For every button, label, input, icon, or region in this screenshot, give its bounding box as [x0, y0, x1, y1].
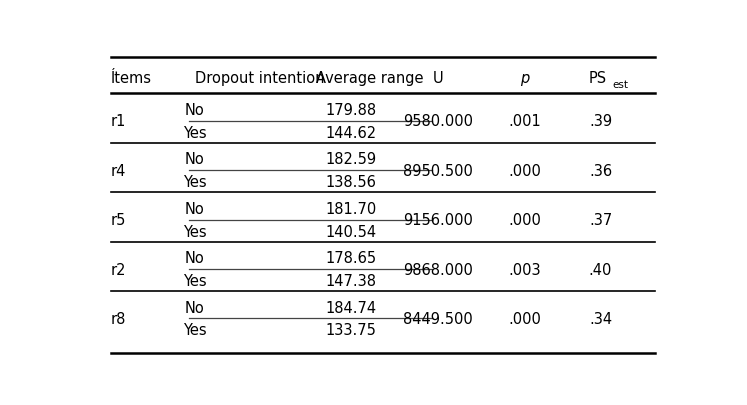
Text: 9156.000: 9156.000 — [403, 213, 473, 228]
Text: .000: .000 — [508, 213, 541, 228]
Text: r8: r8 — [111, 311, 126, 326]
Text: Yes: Yes — [183, 175, 206, 190]
Text: PS: PS — [589, 71, 607, 86]
Text: 182.59: 182.59 — [326, 152, 376, 167]
Text: 138.56: 138.56 — [326, 175, 376, 190]
Text: 133.75: 133.75 — [326, 322, 376, 337]
Text: .36: .36 — [589, 163, 612, 178]
Text: Yes: Yes — [183, 126, 206, 141]
Text: No: No — [185, 103, 205, 118]
Text: 9580.000: 9580.000 — [403, 114, 473, 129]
Text: .003: .003 — [509, 262, 541, 277]
Text: Ítems: Ítems — [111, 71, 152, 86]
Text: U: U — [433, 71, 443, 86]
Text: Yes: Yes — [183, 224, 206, 239]
Text: r5: r5 — [111, 213, 126, 228]
Text: .34: .34 — [589, 311, 612, 326]
Text: 9868.000: 9868.000 — [403, 262, 473, 277]
Text: est: est — [613, 80, 629, 90]
Text: .37: .37 — [589, 213, 612, 228]
Text: r1: r1 — [111, 114, 126, 129]
Text: No: No — [185, 201, 205, 216]
Text: 147.38: 147.38 — [326, 273, 376, 288]
Text: .001: .001 — [508, 114, 541, 129]
Text: .000: .000 — [508, 163, 541, 178]
Text: Yes: Yes — [183, 322, 206, 337]
Text: No: No — [185, 152, 205, 167]
Text: No: No — [185, 251, 205, 266]
Text: 181.70: 181.70 — [326, 201, 376, 216]
Text: 8449.500: 8449.500 — [403, 311, 473, 326]
Text: 144.62: 144.62 — [326, 126, 376, 141]
Text: r2: r2 — [111, 262, 126, 277]
Text: 178.65: 178.65 — [326, 251, 376, 266]
Text: Average range: Average range — [316, 71, 424, 86]
Text: Dropout intention: Dropout intention — [195, 71, 324, 86]
Text: .40: .40 — [589, 262, 613, 277]
Text: r4: r4 — [111, 163, 126, 178]
Text: 140.54: 140.54 — [326, 224, 376, 239]
Text: 8950.500: 8950.500 — [403, 163, 473, 178]
Text: No: No — [185, 300, 205, 315]
Text: p: p — [520, 71, 530, 86]
Text: 179.88: 179.88 — [326, 103, 376, 118]
Text: .000: .000 — [508, 311, 541, 326]
Text: Yes: Yes — [183, 273, 206, 288]
Text: 184.74: 184.74 — [326, 300, 376, 315]
Text: .39: .39 — [589, 114, 612, 129]
